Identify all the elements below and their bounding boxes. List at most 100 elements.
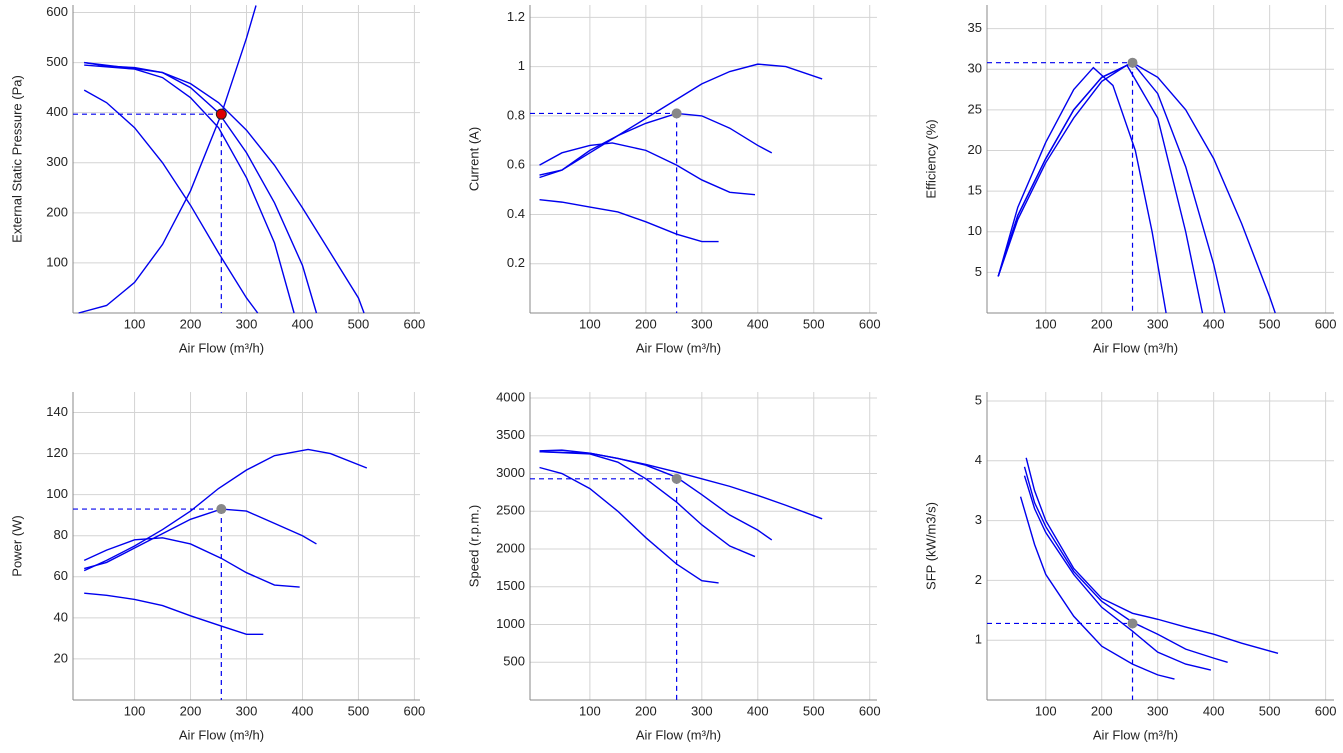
curve — [997, 61, 1276, 314]
x-tick-label: 300 — [1147, 703, 1169, 718]
y-tick-label: 2 — [975, 572, 982, 587]
x-tick-label: 600 — [859, 703, 881, 718]
curve — [539, 198, 719, 243]
curve — [539, 449, 823, 520]
chart: 100 200 300 400 500 600 20 40 60 80 100 120 140 Air F… — [9, 392, 426, 742]
y-tick-label: 0.8 — [507, 107, 525, 122]
y-tick-label: 0.6 — [507, 157, 525, 172]
curve — [997, 66, 1167, 314]
y-tick-label: 1000 — [496, 616, 525, 631]
x-tick-label: 400 — [747, 703, 769, 718]
y-tick-label: 3500 — [496, 427, 525, 442]
duty-point — [671, 473, 682, 484]
x-tick-label: 200 — [180, 316, 202, 331]
x-tick-label: 300 — [236, 703, 258, 718]
y-tick-label: 400 — [46, 104, 68, 119]
y-tick-label: 20 — [968, 142, 982, 157]
y-tick-label: 40 — [54, 609, 68, 624]
y-tick-label: 1500 — [496, 578, 525, 593]
chart: 100 200 300 400 500 600 1 2 3 4 5 Air Flow (m³/h) SF… — [923, 392, 1336, 742]
y-tick-label: 120 — [46, 445, 68, 460]
x-tick-label: 500 — [1259, 316, 1281, 331]
x-tick-label: 600 — [1315, 316, 1337, 331]
curve — [997, 61, 1226, 314]
y-tick-label: 140 — [46, 404, 68, 419]
duty-point — [215, 108, 227, 120]
y-tick-label: 100 — [46, 254, 68, 269]
y-tick-label: 35 — [968, 20, 982, 35]
y-tick-label: 100 — [46, 486, 68, 501]
x-tick-label: 300 — [1147, 316, 1169, 331]
curve — [539, 466, 719, 584]
x-tick-label: 500 — [1259, 703, 1281, 718]
curve — [84, 61, 365, 314]
y-tick-label: 300 — [46, 154, 68, 169]
y-tick-label: 2500 — [496, 503, 525, 518]
curve — [84, 64, 295, 314]
x-axis-label: Air Flow (m³/h) — [636, 727, 721, 742]
x-tick-label: 100 — [579, 316, 601, 331]
y-tick-label: 500 — [503, 654, 525, 669]
curve — [1025, 457, 1279, 655]
curve — [84, 592, 264, 635]
x-tick-label: 100 — [124, 703, 146, 718]
y-axis-label: External Static Pressure (Pa) — [9, 75, 24, 243]
x-axis-label: Air Flow (m³/h) — [636, 340, 721, 355]
y-axis-label: Current (A) — [466, 127, 481, 191]
y-tick-label: 4 — [975, 452, 982, 467]
curve — [539, 112, 773, 179]
curve — [997, 64, 1204, 314]
x-tick-label: 200 — [180, 703, 202, 718]
x-tick-label: 600 — [859, 316, 881, 331]
curve — [78, 5, 257, 314]
curve — [1019, 496, 1175, 680]
y-tick-label: 0.4 — [507, 206, 525, 221]
y-axis-label: SFP (kW/m3/s) — [923, 502, 938, 590]
y-tick-label: 30 — [968, 61, 982, 76]
x-tick-label: 500 — [348, 316, 370, 331]
x-tick-label: 500 — [803, 703, 825, 718]
curve — [539, 450, 756, 558]
y-tick-label: 10 — [968, 223, 982, 238]
x-tick-label: 400 — [292, 703, 314, 718]
curve — [84, 508, 317, 570]
y-tick-label: 1 — [975, 632, 982, 647]
duty-point — [216, 504, 227, 515]
y-tick-label: 4000 — [496, 389, 525, 404]
x-tick-label: 400 — [747, 316, 769, 331]
x-tick-label: 600 — [404, 316, 426, 331]
y-tick-label: 5 — [975, 392, 982, 407]
y-axis-label: Efficiency (%) — [923, 119, 938, 198]
y-tick-label: 1.2 — [507, 9, 525, 24]
y-tick-label: 0.2 — [507, 255, 525, 270]
y-tick-label: 3 — [975, 512, 982, 527]
x-tick-label: 300 — [691, 703, 713, 718]
duty-point — [1127, 618, 1138, 629]
x-axis-label: Air Flow (m³/h) — [1093, 340, 1178, 355]
y-tick-label: 1 — [518, 58, 525, 73]
x-tick-label: 500 — [803, 316, 825, 331]
curve — [539, 63, 823, 176]
x-tick-label: 600 — [404, 703, 426, 718]
y-tick-label: 60 — [54, 568, 68, 583]
x-tick-label: 200 — [635, 703, 657, 718]
y-tick-label: 15 — [968, 183, 982, 198]
y-tick-label: 200 — [46, 204, 68, 219]
x-tick-label: 400 — [1203, 316, 1225, 331]
x-tick-label: 100 — [124, 316, 146, 331]
x-tick-label: 300 — [691, 316, 713, 331]
chart: 100 200 300 400 500 600 100 200 300 400 500 600 Air … — [9, 4, 426, 355]
x-tick-label: 200 — [1091, 703, 1113, 718]
curve — [83, 89, 259, 314]
duty-point — [1127, 57, 1138, 68]
curve — [539, 450, 773, 541]
y-tick-label: 500 — [46, 54, 68, 69]
y-tick-label: 5 — [975, 264, 982, 279]
curve — [1023, 466, 1228, 663]
x-tick-label: 100 — [579, 703, 601, 718]
x-axis-label: Air Flow (m³/h) — [1093, 727, 1178, 742]
curve — [539, 142, 756, 196]
chart: 100 200 300 400 500 600 5 10 15 20 25 30 35 Air Flow … — [923, 5, 1337, 355]
x-tick-label: 500 — [348, 703, 370, 718]
